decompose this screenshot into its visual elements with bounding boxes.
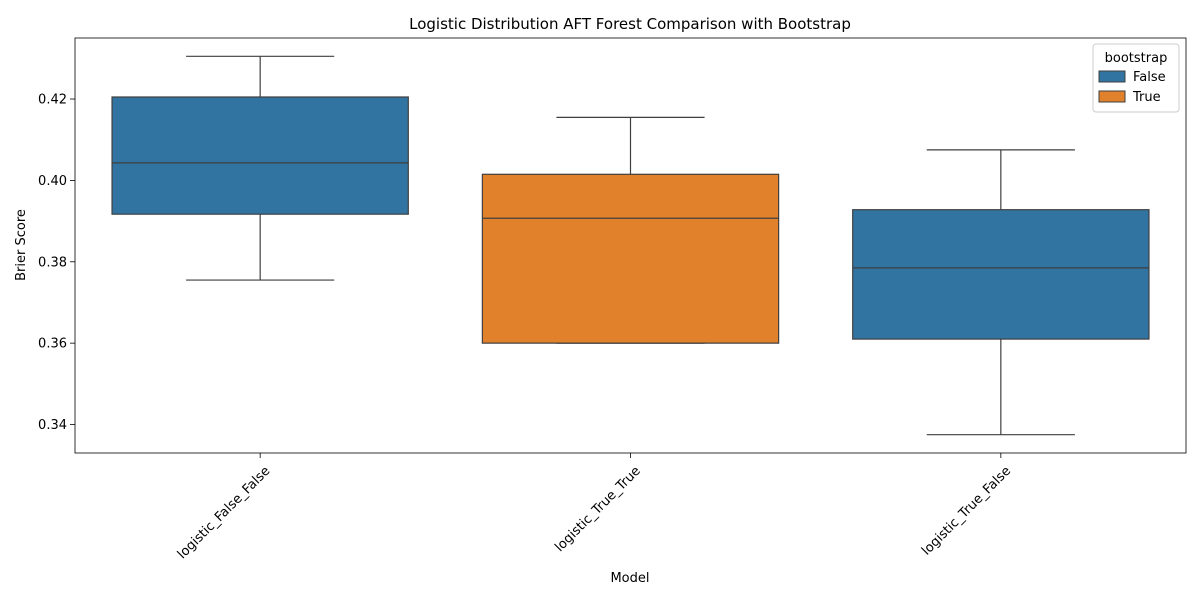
box-logistic_True_True [481, 116, 780, 344]
legend-swatch [1098, 70, 1126, 83]
iqr-box [481, 173, 780, 344]
y-tick-label: 0.38 [38, 255, 67, 270]
box-logistic_True_False [852, 149, 1150, 436]
x-axis: logistic_False_False logistic_True_True lo… [175, 453, 1014, 562]
plot-area [111, 55, 1150, 436]
y-axis-label: Brier Score [14, 209, 29, 281]
x-tick-label: logistic_True_True [552, 464, 643, 555]
y-tick-label: 0.40 [38, 174, 67, 189]
x-axis-label: Model [610, 571, 649, 586]
iqr-box [111, 96, 409, 215]
x-tick-label: logistic_False_False [175, 464, 274, 563]
legend-label: False [1133, 70, 1166, 85]
x-tick-label: logistic_True_False [919, 464, 1014, 559]
y-tick-label: 0.34 [38, 418, 67, 433]
box-logistic_False_False [111, 55, 409, 281]
legend-label: True [1132, 90, 1161, 105]
chart-title: Logistic Distribution AFT Forest Compari… [409, 15, 851, 33]
y-tick-label: 0.36 [38, 337, 67, 352]
legend-title: bootstrap [1105, 51, 1168, 66]
iqr-box [852, 209, 1150, 340]
legend: bootstrap False True [1092, 43, 1180, 113]
legend-swatch [1098, 90, 1126, 103]
y-tick-label: 0.42 [38, 93, 67, 108]
y-axis: 0.34 0.36 0.38 0.40 0.42 [38, 93, 75, 433]
